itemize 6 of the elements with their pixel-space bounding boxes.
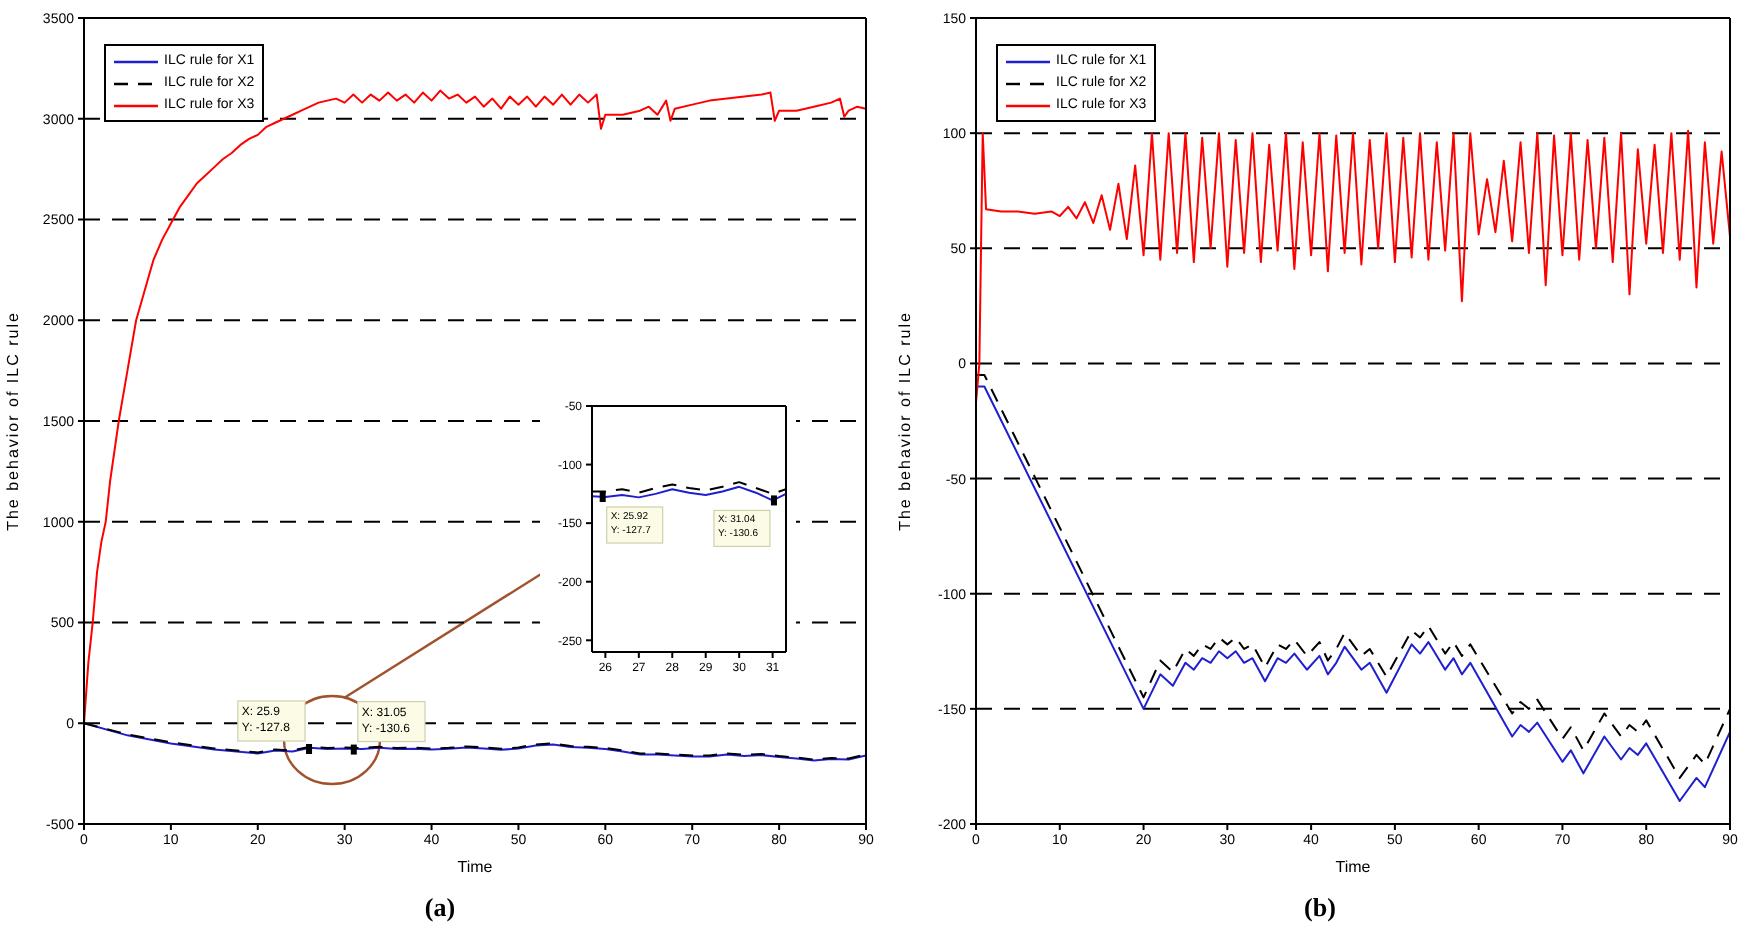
y-axis-title: The behavior of ILC rule	[895, 311, 914, 531]
x-axis-title: Time	[1335, 858, 1372, 876]
y-axis-title: The behavior of ILC rule	[3, 311, 22, 531]
text: (b)	[1302, 892, 1338, 924]
x-axis-title: Time	[457, 858, 494, 876]
text: (a)	[422, 892, 458, 924]
